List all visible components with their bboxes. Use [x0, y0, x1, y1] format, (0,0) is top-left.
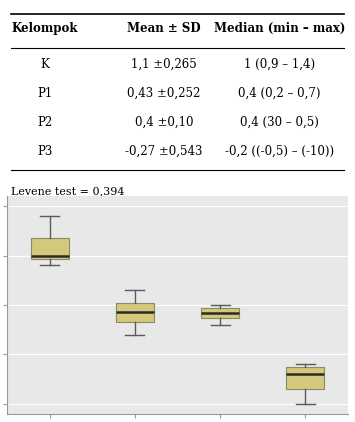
PathPatch shape [116, 303, 154, 322]
Text: P1: P1 [37, 87, 52, 100]
Text: 1 (0,9 – 1,4): 1 (0,9 – 1,4) [244, 58, 315, 70]
PathPatch shape [201, 308, 239, 318]
PathPatch shape [286, 367, 324, 389]
Text: 0,4 (0,2 – 0,7): 0,4 (0,2 – 0,7) [239, 87, 321, 100]
PathPatch shape [31, 238, 69, 259]
Text: 0,4 ±0,10: 0,4 ±0,10 [135, 116, 193, 129]
Text: -0,27 ±0,543: -0,27 ±0,543 [125, 145, 203, 157]
Text: P3: P3 [37, 145, 52, 157]
Text: Mean ± SD: Mean ± SD [127, 22, 201, 35]
Text: 0,4 (30 – 0,5): 0,4 (30 – 0,5) [240, 116, 319, 129]
Text: P2: P2 [37, 116, 52, 129]
Text: K: K [40, 58, 49, 70]
Text: -0,2 ((-0,5) – (-10)): -0,2 ((-0,5) – (-10)) [225, 145, 334, 157]
Text: Kelompok: Kelompok [11, 22, 78, 35]
Text: Median (min – max): Median (min – max) [214, 22, 345, 35]
Text: 1,1 ±0,265: 1,1 ±0,265 [131, 58, 197, 70]
Text: 0,43 ±0,252: 0,43 ±0,252 [127, 87, 201, 100]
Text: Levene test = 0,394: Levene test = 0,394 [11, 187, 124, 197]
